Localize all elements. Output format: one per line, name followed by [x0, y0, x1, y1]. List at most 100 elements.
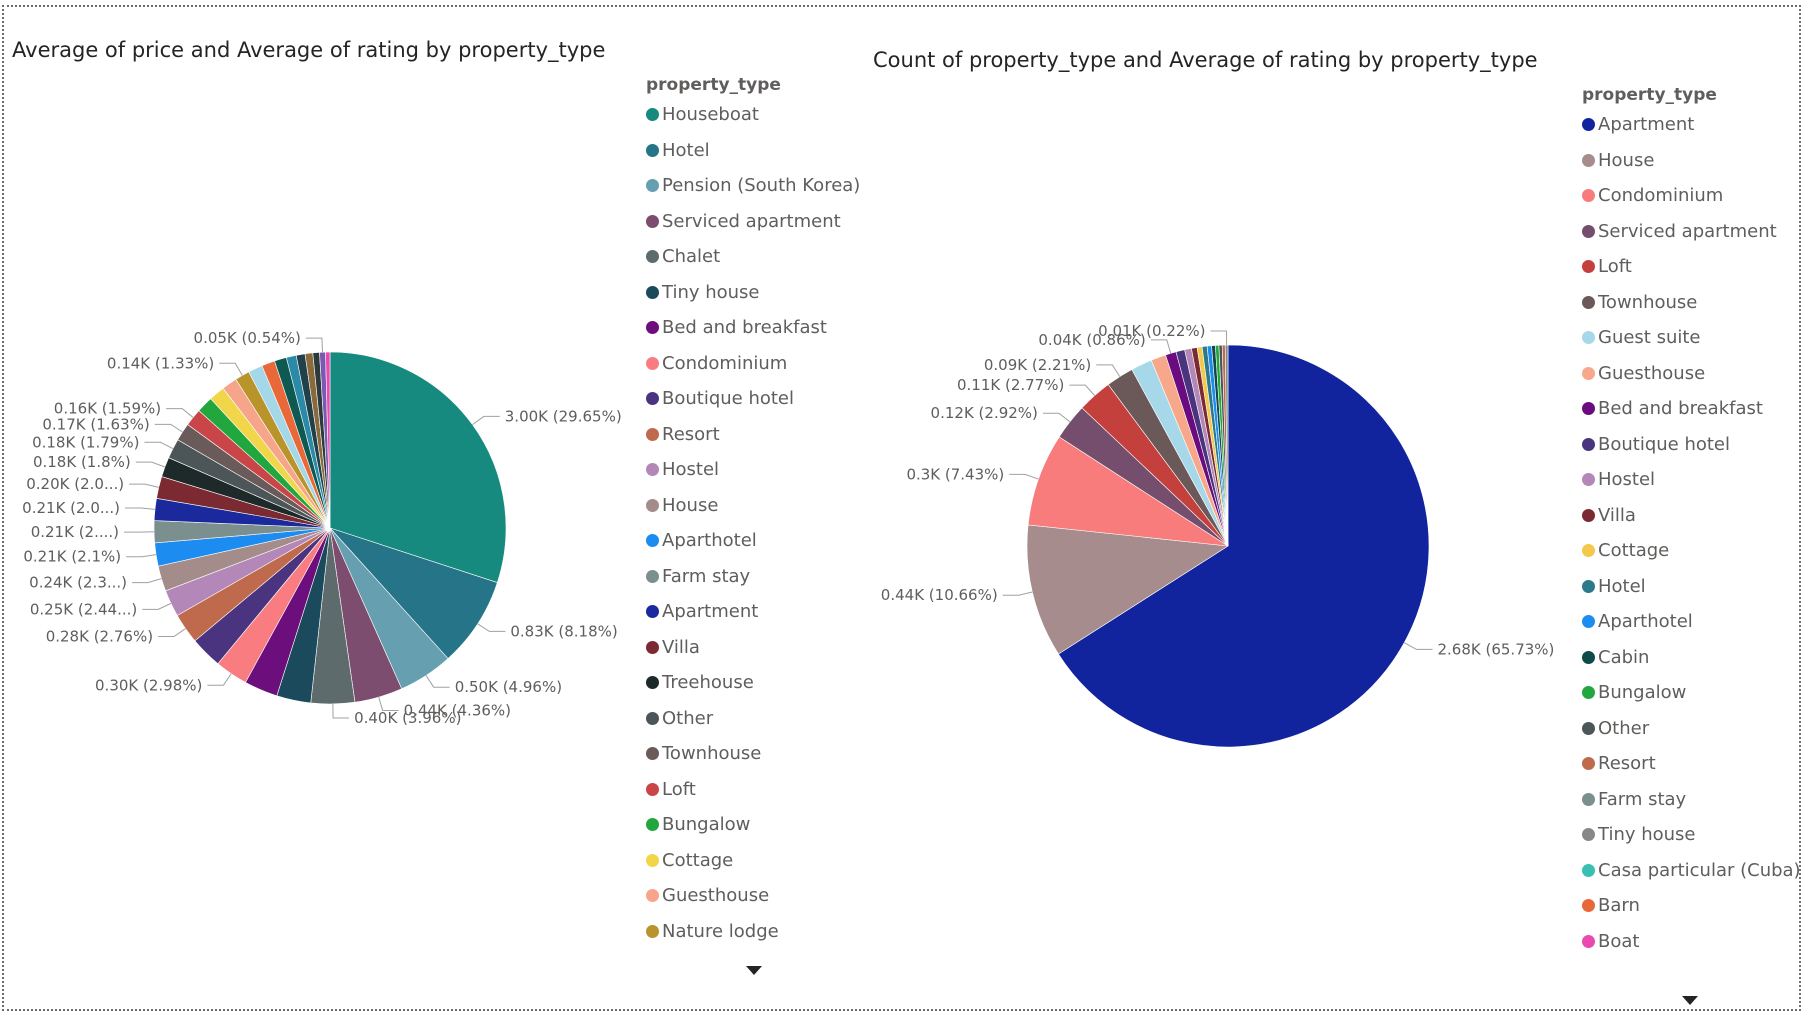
legend-item-label: Aparthotel [662, 530, 757, 552]
data-label-11: 0.24K (2.3...) [29, 574, 127, 592]
pie-slice-hotel-1[interactable] [329, 527, 498, 659]
leader-line-5 [1096, 364, 1121, 377]
pie-slice-house-1[interactable] [1026, 524, 1229, 655]
legend-marker-icon [1582, 615, 1595, 629]
legend-item-farm-stay[interactable]: Farm stay [646, 559, 860, 595]
pie-slice-apartment-0[interactable] [1058, 344, 1430, 748]
legend-item-resort[interactable]: Resort [646, 417, 860, 453]
leader-line-10 [142, 602, 172, 610]
data-label-14: 0.21K (2.0...) [22, 499, 120, 517]
legend-item-villa[interactable]: Villa [1582, 498, 1801, 534]
legend-item-houseboat[interactable]: Houseboat [646, 97, 860, 133]
legend-item-aparthotel[interactable]: Aparthotel [1582, 604, 1801, 640]
legend-item-chalet[interactable]: Chalet [646, 239, 860, 275]
legend-item-loft[interactable]: Loft [1582, 249, 1801, 285]
legend-marker-icon [646, 321, 659, 335]
legend-item-hostel[interactable]: Hostel [1582, 462, 1801, 498]
legend-marker-icon [646, 853, 659, 867]
legend-2-scroll-down-icon[interactable] [1682, 996, 1698, 1005]
legend-item-pension-south-korea[interactable]: Pension (South Korea) [646, 168, 860, 204]
data-label-10: 0.25K (2.44...) [30, 600, 137, 618]
legend-item-label: Apartment [662, 601, 759, 623]
pie-chart-2[interactable] [1026, 344, 1430, 748]
legend-item-boutique-hotel[interactable]: Boutique hotel [646, 381, 860, 417]
legend-item-boat[interactable]: Boat [1582, 924, 1801, 960]
legend-item-condominium[interactable]: Condominium [1582, 178, 1801, 214]
legend-item-guesthouse[interactable]: Guesthouse [646, 878, 860, 914]
pie-chart-1[interactable] [153, 351, 507, 705]
legend-item-label: Farm stay [1598, 788, 1687, 810]
legend-item-nature-lodge[interactable]: Nature lodge [646, 914, 860, 950]
leader-line-3 [378, 696, 399, 712]
legend-item-guesthouse[interactable]: Guesthouse [1582, 356, 1801, 392]
legend-item-hotel[interactable]: Hotel [646, 133, 860, 169]
legend-item-label: Boutique hotel [662, 388, 795, 410]
pie-slice-unlabeled-32[interactable] [325, 351, 331, 529]
legend-marker-icon [646, 179, 659, 193]
legend-item-villa[interactable]: Villa [646, 630, 860, 666]
legend-item-other[interactable]: Other [1582, 711, 1801, 747]
legend-item-house[interactable]: House [1582, 143, 1801, 179]
legend-item-cabin[interactable]: Cabin [1582, 640, 1801, 676]
legend-item-cottage[interactable]: Cottage [1582, 533, 1801, 569]
legend-item-serviced-apartment[interactable]: Serviced apartment [1582, 214, 1801, 250]
legend-marker-icon [646, 534, 659, 548]
legend-item-aparthotel[interactable]: Aparthotel [646, 523, 860, 559]
leader-line-3 [1042, 412, 1071, 423]
legend-item-townhouse[interactable]: Townhouse [646, 736, 860, 772]
legend-item-label: Hotel [1598, 575, 1646, 597]
legend-item-label: Guest suite [1598, 327, 1701, 349]
legend-marker-icon [1582, 934, 1595, 948]
data-label-5: 0.09K (2.21%) [984, 356, 1091, 374]
legend-marker-icon [646, 747, 659, 761]
legend-item-label: Nature lodge [662, 920, 779, 942]
legend-item-bungalow[interactable]: Bungalow [646, 807, 860, 843]
legend-marker-icon [646, 676, 659, 690]
legend-item-resort[interactable]: Resort [1582, 746, 1801, 782]
legend-item-farm-stay[interactable]: Farm stay [1582, 782, 1801, 818]
legend-item-apartment[interactable]: Apartment [1582, 107, 1801, 143]
legend-item-guest-suite[interactable]: Guest suite [1582, 320, 1801, 356]
legend-item-house[interactable]: House [646, 488, 860, 524]
legend-item-tiny-house[interactable]: Tiny house [1582, 817, 1801, 853]
legend-item-label: House [1598, 149, 1655, 171]
legend-marker-icon [1582, 189, 1595, 203]
legend-item-hostel[interactable]: Hostel [646, 452, 860, 488]
legend-item-bungalow[interactable]: Bungalow [1582, 675, 1801, 711]
legend-marker-icon [1582, 863, 1595, 877]
pie-slice-houseboat-0[interactable] [329, 351, 507, 583]
legend-marker-icon [646, 427, 659, 441]
legend-item-other[interactable]: Other [646, 701, 860, 737]
data-label-9: 0.28K (2.76%) [46, 628, 153, 646]
legend-item-barn[interactable]: Barn [1582, 888, 1801, 924]
legend-item-loft[interactable]: Loft [646, 772, 860, 808]
legend-item-cottage[interactable]: Cottage [646, 843, 860, 879]
legend-item-casa-particular-cuba[interactable]: Casa particular (Cuba) [1582, 853, 1801, 889]
legend-item-serviced-apartment[interactable]: Serviced apartment [646, 204, 860, 240]
legend-1-scroll-down-icon[interactable] [746, 966, 762, 975]
legend-item-label: House [662, 494, 719, 516]
legend-marker-icon [1582, 544, 1595, 558]
legend-item-label: Hostel [662, 459, 720, 481]
legend-item-condominium[interactable]: Condominium [646, 346, 860, 382]
leader-line-11 [132, 578, 162, 584]
legend-marker-icon [646, 782, 659, 796]
data-label-0: 2.68K (65.73%) [1437, 640, 1554, 658]
data-label-18: 0.17K (1.63%) [42, 415, 149, 433]
legend-item-boutique-hotel[interactable]: Boutique hotel [1582, 427, 1801, 463]
legend-marker-icon [1582, 792, 1595, 806]
legend-marker-icon [1582, 828, 1595, 842]
legend-item-tiny-house[interactable]: Tiny house [646, 275, 860, 311]
legend-item-bed-and-breakfast[interactable]: Bed and breakfast [646, 310, 860, 346]
legend-item-label: Bed and breakfast [1598, 398, 1763, 420]
legend-marker-icon [646, 711, 659, 725]
legend-item-apartment[interactable]: Apartment [646, 594, 860, 630]
legend-item-townhouse[interactable]: Townhouse [1582, 285, 1801, 321]
legend-item-bed-and-breakfast[interactable]: Bed and breakfast [1582, 391, 1801, 427]
legend-item-hotel[interactable]: Hotel [1582, 569, 1801, 605]
legend-item-label: Other [662, 707, 714, 729]
legend-item-label: Pension (South Korea) [662, 175, 861, 197]
legend-marker-icon [646, 214, 659, 228]
legend-item-treehouse[interactable]: Treehouse [646, 665, 860, 701]
data-label-2: 0.50K (4.96%) [455, 678, 562, 696]
